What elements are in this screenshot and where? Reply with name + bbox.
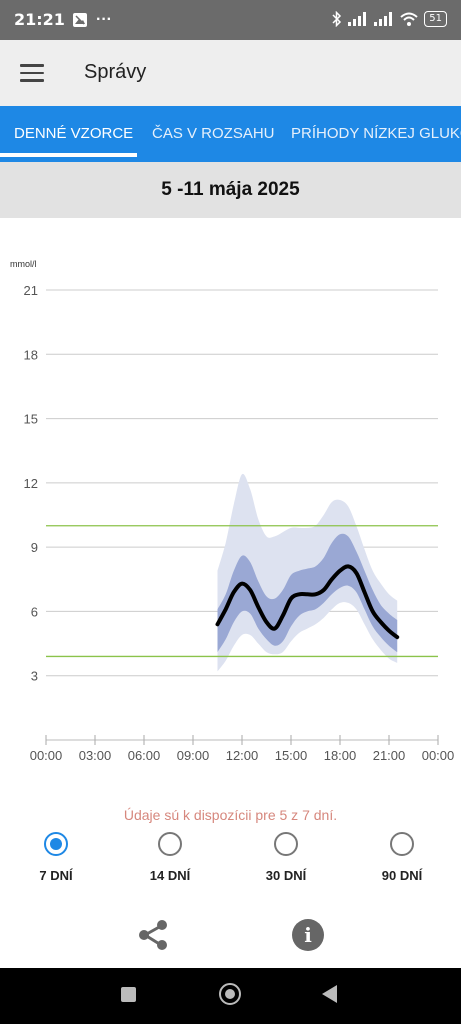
x-tick-label: 09:00 — [177, 748, 210, 763]
radio-button[interactable] — [390, 832, 414, 856]
system-nav-bar — [0, 968, 461, 1024]
period-label: 30 DNÍ — [265, 868, 307, 883]
y-axis-unit-label: mmol/l — [10, 259, 37, 269]
median-glucose-line — [215, 564, 400, 640]
signal-icon-2 — [374, 12, 393, 26]
period-option-14-days[interactable]: 14 DNÍ — [130, 832, 210, 883]
y-tick-label: 12 — [24, 476, 38, 491]
info-icon[interactable]: i — [292, 919, 324, 951]
menu-icon[interactable] — [20, 64, 44, 82]
y-tick-label: 21 — [24, 283, 38, 298]
home-button[interactable] — [219, 983, 241, 1005]
status-bar: 21:21 ··· 51 — [0, 0, 461, 40]
period-option-30-days[interactable]: 30 DNÍ — [246, 832, 326, 883]
battery-icon: 51 — [424, 11, 447, 27]
active-tab-indicator — [0, 153, 137, 157]
back-button[interactable] — [322, 985, 337, 1003]
tab-daily-patterns[interactable]: DENNÉ VZORCE — [14, 125, 134, 142]
data-availability-text: Údaje sú k dispozícii pre 5 z 7 dní. — [123, 807, 338, 823]
photo-notification-icon — [73, 13, 87, 27]
period-option-7-days[interactable]: 7 DNÍ — [16, 832, 96, 883]
y-tick-label: 3 — [31, 669, 38, 684]
tab-low-glucose-events[interactable]: PRÍHODY NÍZKEJ GLUKÓ — [291, 125, 461, 142]
page-title: Správy — [84, 61, 147, 83]
date-range: 5 -11 mája 2025 — [0, 162, 461, 218]
y-tick-label: 9 — [31, 540, 38, 555]
x-tick-label: 03:00 — [79, 748, 112, 763]
radio-button[interactable] — [44, 832, 68, 856]
action-bar: i — [0, 916, 461, 956]
app-bar: Správy — [0, 40, 461, 106]
x-tick-label: 00:00 — [30, 748, 63, 763]
x-tick-label: 00:00 — [422, 748, 455, 763]
x-tick-label: 15:00 — [275, 748, 308, 763]
recents-button[interactable] — [121, 987, 136, 1002]
x-tick-label: 12:00 — [226, 748, 259, 763]
period-option-90-days[interactable]: 90 DNÍ — [362, 832, 442, 883]
period-label: 7 DNÍ — [39, 868, 73, 883]
daily-patterns-chart: mmol/l 21 18 15 12 9 6 3 00:00 03:00 06:00 09:00 12:… — [10, 259, 455, 763]
x-tick-label: 21:00 — [373, 748, 406, 763]
radio-button[interactable] — [158, 832, 182, 856]
y-tick-label: 6 — [31, 604, 38, 619]
more-notifications-icon: ··· — [96, 11, 112, 28]
tab-bar: DENNÉ VZORCE ČAS V ROZSAHU PRÍHODY NÍZKE… — [0, 106, 461, 162]
status-time: 21:21 — [14, 10, 65, 29]
y-tick-label: 15 — [24, 412, 38, 427]
tab-time-in-range[interactable]: ČAS V ROZSAHU — [152, 125, 275, 142]
share-icon[interactable] — [136, 918, 170, 952]
radio-button[interactable] — [274, 832, 298, 856]
wifi-icon — [400, 12, 418, 26]
x-tick-label: 06:00 — [128, 748, 161, 763]
y-tick-label: 18 — [24, 347, 38, 362]
x-tick-label: 18:00 — [324, 748, 357, 763]
period-label: 90 DNÍ — [381, 868, 423, 883]
signal-icon — [348, 12, 367, 26]
bluetooth-icon — [332, 11, 342, 27]
period-label: 14 DNÍ — [149, 868, 191, 883]
